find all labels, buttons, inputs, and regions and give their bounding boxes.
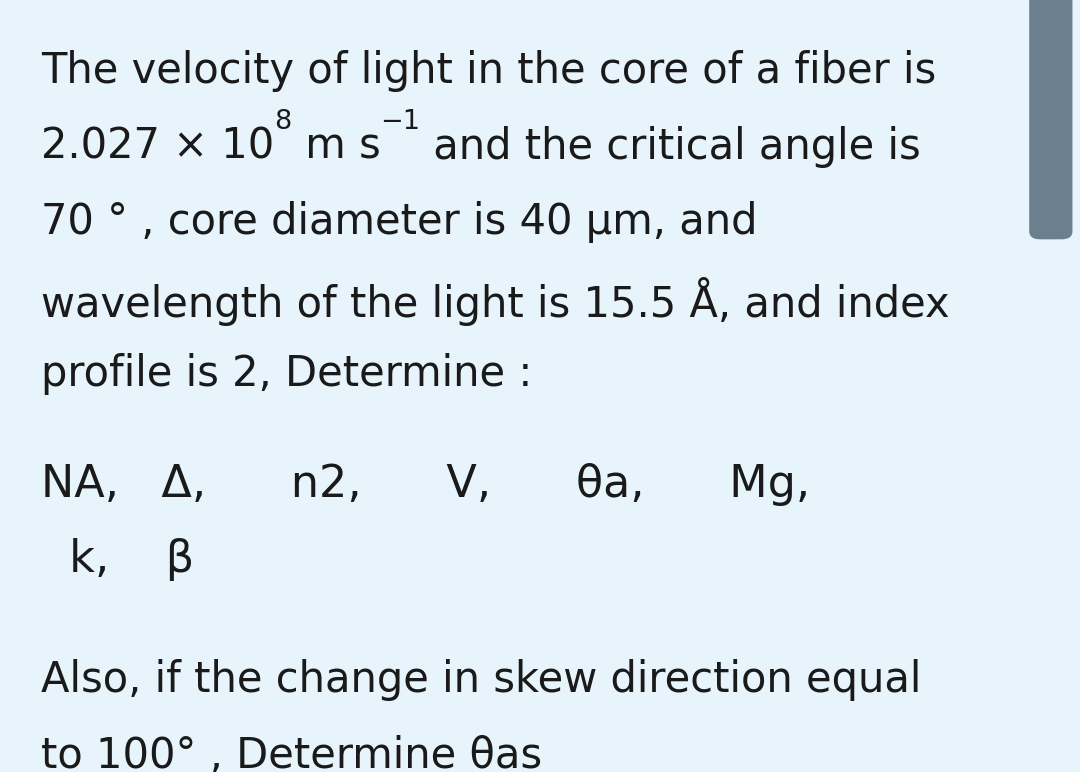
- Text: k,    β: k, β: [41, 538, 194, 581]
- Text: wavelength of the light is 15.5 Å, and index: wavelength of the light is 15.5 Å, and i…: [41, 277, 949, 326]
- Text: m s: m s: [292, 126, 380, 168]
- Text: 70 ° , core diameter is 40 μm, and: 70 ° , core diameter is 40 μm, and: [41, 201, 757, 243]
- Text: 2.027 × 10: 2.027 × 10: [41, 126, 274, 168]
- Text: profile is 2, Determine :: profile is 2, Determine :: [41, 353, 532, 394]
- Text: and the critical angle is: and the critical angle is: [420, 126, 921, 168]
- Text: to 100° , Determine θas: to 100° , Determine θas: [41, 735, 542, 772]
- Text: The velocity of light in the core of a fiber is: The velocity of light in the core of a f…: [41, 50, 936, 92]
- Text: Also, if the change in skew direction equal: Also, if the change in skew direction eq…: [41, 659, 921, 701]
- Text: −1: −1: [380, 109, 420, 135]
- Text: NA,   Δ,      n2,      V,      θa,      Mg,: NA, Δ, n2, V, θa, Mg,: [41, 462, 810, 506]
- Text: 8: 8: [274, 109, 292, 135]
